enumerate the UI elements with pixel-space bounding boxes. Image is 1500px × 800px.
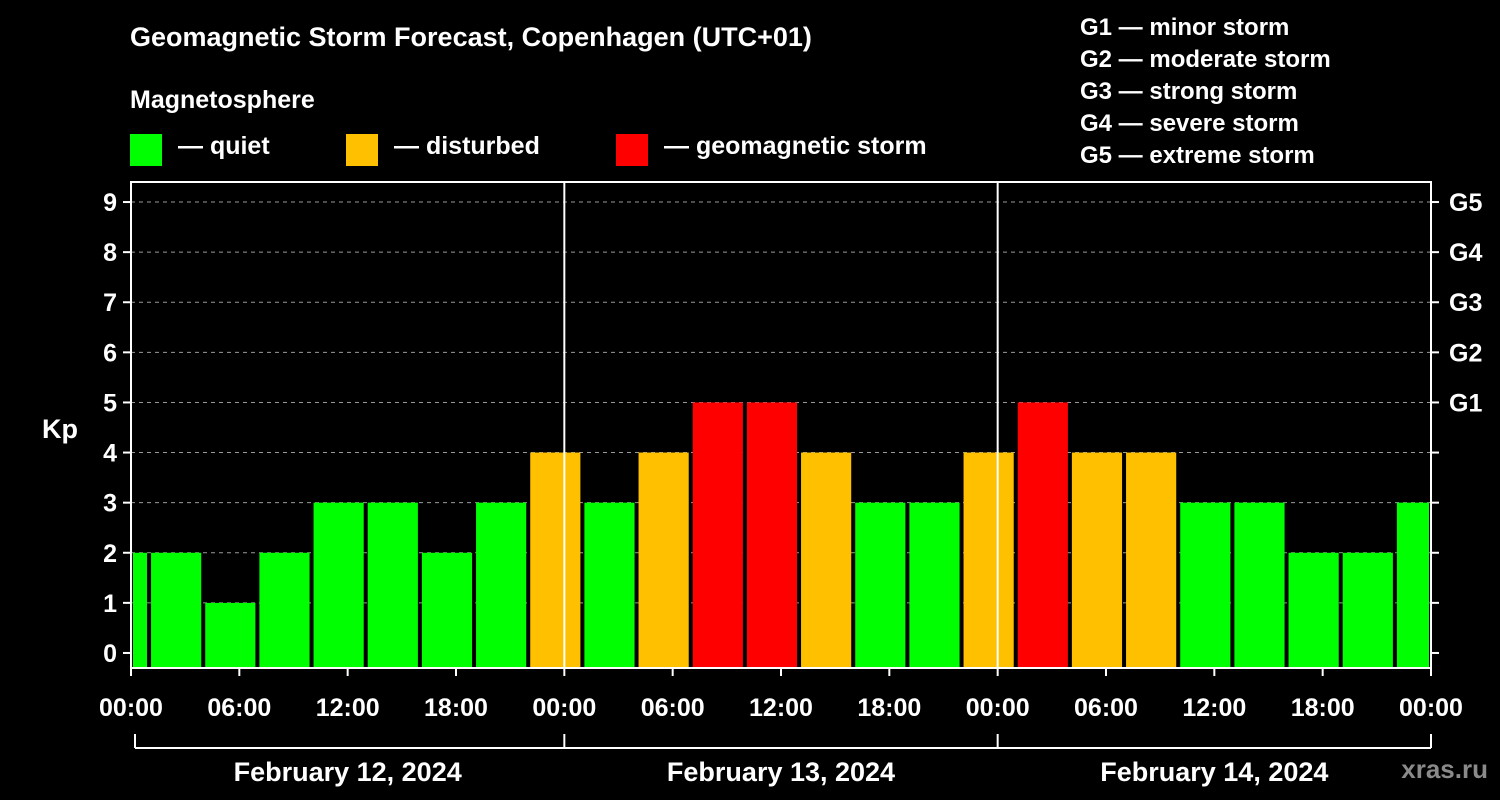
day-label: February 13, 2024 (667, 757, 895, 787)
kp-bar (909, 502, 960, 668)
kp-bar (638, 452, 689, 668)
x-tick-label: 06:00 (207, 694, 271, 722)
kp-bar (801, 452, 852, 668)
g-scale-label: G4 (1449, 239, 1482, 267)
y-tick-label: 7 (103, 289, 117, 317)
storm-level-g4: G4 — severe storm (1080, 110, 1299, 137)
y-tick-label: 5 (103, 389, 117, 417)
legend-swatch-quiet (130, 134, 162, 166)
chart-title: Geomagnetic Storm Forecast, Copenhagen (… (130, 22, 812, 52)
x-tick-label: 06:00 (1074, 694, 1138, 722)
y-tick-label: 2 (103, 540, 117, 568)
kp-bar (530, 452, 581, 668)
x-tick-label: 18:00 (857, 694, 921, 722)
kp-bar (421, 552, 473, 668)
y-tick-label: 9 (103, 189, 117, 217)
x-tick-label: 18:00 (424, 694, 488, 722)
kp-bar (205, 602, 256, 668)
legend-label-disturbed: — disturbed (394, 132, 540, 160)
watermark: xras.ru (1401, 754, 1488, 784)
legend-swatch-disturbed (346, 134, 378, 166)
x-tick-label: 06:00 (641, 694, 705, 722)
legend-swatch-storm (616, 134, 648, 166)
legend-label-storm: — geomagnetic storm (664, 132, 927, 160)
magnetosphere-heading: Magnetosphere (130, 86, 315, 114)
legend-label-quiet: — quiet (178, 132, 270, 160)
kp-bar (367, 502, 418, 668)
kp-bar (1071, 452, 1123, 668)
storm-level-g2: G2 — moderate storm (1080, 46, 1331, 73)
y-tick-label: 8 (103, 239, 117, 267)
day-label: February 12, 2024 (234, 757, 462, 787)
storm-level-g3: G3 — strong storm (1080, 78, 1298, 105)
x-tick-label: 00:00 (966, 694, 1030, 722)
x-tick-label: 18:00 (1291, 694, 1355, 722)
y-tick-label: 4 (103, 440, 117, 468)
y-tick-label: 1 (103, 590, 117, 618)
day-label: February 14, 2024 (1100, 757, 1328, 787)
kp-bar (151, 552, 202, 668)
kp-bar (963, 452, 1014, 668)
x-tick-label: 12:00 (1182, 694, 1246, 722)
kp-bar (1017, 402, 1068, 668)
g-scale-label: G3 (1449, 289, 1482, 317)
y-axis-label: Kp (42, 414, 78, 444)
storm-level-g1: G1 — minor storm (1080, 14, 1290, 41)
kp-bar (1180, 502, 1231, 668)
x-tick-label: 12:00 (749, 694, 813, 722)
x-tick-label: 12:00 (316, 694, 380, 722)
x-tick-label: 00:00 (99, 694, 163, 722)
g-scale-label: G5 (1449, 189, 1482, 217)
kp-bar (313, 502, 364, 668)
y-tick-label: 6 (103, 339, 117, 367)
kp-bar (746, 402, 798, 668)
storm-level-g5: G5 — extreme storm (1080, 142, 1315, 169)
kp-bar (259, 552, 310, 668)
kp-bar (1396, 502, 1429, 668)
kp-bar (1342, 552, 1393, 668)
g-scale-label: G2 (1449, 339, 1482, 367)
kp-bar (692, 402, 743, 668)
kp-bar (1288, 552, 1339, 668)
kp-bar (584, 502, 635, 668)
kp-bar (476, 502, 527, 668)
y-tick-label: 0 (103, 640, 117, 668)
y-tick-label: 3 (103, 490, 117, 518)
kp-bar (1234, 502, 1285, 668)
x-tick-label: 00:00 (1399, 694, 1463, 722)
kp-bar (855, 502, 906, 668)
x-tick-label: 00:00 (532, 694, 596, 722)
kp-bar (1126, 452, 1177, 668)
kp-bar (133, 552, 148, 668)
g-scale-label: G1 (1449, 389, 1482, 417)
